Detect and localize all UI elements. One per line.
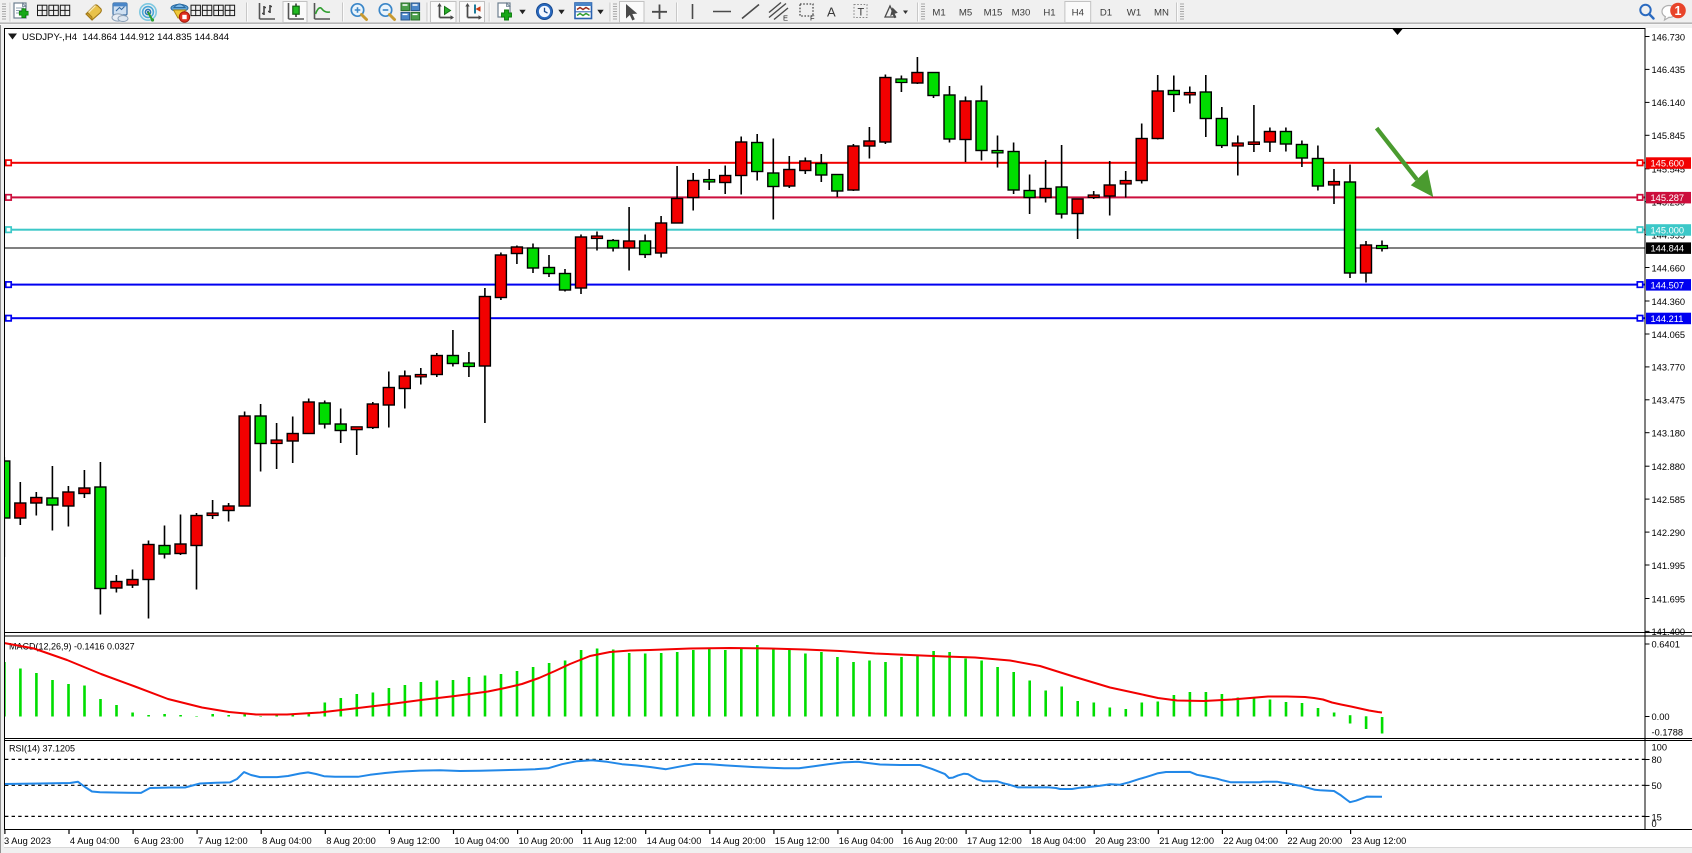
svg-text:4 Aug 04:00: 4 Aug 04:00 <box>70 836 120 846</box>
svg-text:146.435: 146.435 <box>1652 65 1686 75</box>
svg-text:144.507: 144.507 <box>1651 280 1685 290</box>
svg-text:0.6401: 0.6401 <box>1652 640 1680 650</box>
svg-text:142.290: 142.290 <box>1652 528 1686 538</box>
svg-text:9 Aug 12:00: 9 Aug 12:00 <box>390 836 440 846</box>
svg-text:144.660: 144.660 <box>1652 263 1686 273</box>
svg-text:M30: M30 <box>1012 8 1031 19</box>
svg-text:50: 50 <box>1652 781 1662 791</box>
svg-text:80: 80 <box>1652 755 1662 765</box>
svg-text:M5: M5 <box>959 8 972 19</box>
svg-text:W1: W1 <box>1127 8 1141 19</box>
svg-text:3 Aug 2023: 3 Aug 2023 <box>4 836 51 846</box>
svg-text:23 Aug 12:00: 23 Aug 12:00 <box>1352 836 1407 846</box>
svg-text:142.880: 142.880 <box>1652 462 1686 472</box>
svg-text:0: 0 <box>1652 819 1657 829</box>
svg-text:141.995: 141.995 <box>1652 561 1686 571</box>
svg-text:14 Aug 20:00: 14 Aug 20:00 <box>711 836 766 846</box>
svg-text:M15: M15 <box>984 8 1003 19</box>
svg-text:145.000: 145.000 <box>1651 226 1685 236</box>
svg-text:F: F <box>810 14 815 23</box>
svg-text:-0.1788: -0.1788 <box>1652 727 1684 737</box>
svg-text:11 Aug 12:00: 11 Aug 12:00 <box>583 836 637 846</box>
svg-text:145.287: 145.287 <box>1651 193 1685 203</box>
svg-text:0.00: 0.00 <box>1652 712 1670 722</box>
svg-text:143.770: 143.770 <box>1652 363 1686 373</box>
svg-text:USDJPY-,H4 144.864 144.912 14: USDJPY-,H4 144.864 144.912 144.835 144.8… <box>22 32 230 43</box>
svg-text:15: 15 <box>1652 812 1662 822</box>
svg-text:7 Aug 12:00: 7 Aug 12:00 <box>198 836 248 846</box>
svg-text:T: T <box>858 7 865 19</box>
svg-text:8 Aug 20:00: 8 Aug 20:00 <box>326 836 376 846</box>
svg-text:145.600: 145.600 <box>1651 159 1685 169</box>
svg-text:A: A <box>827 5 836 20</box>
svg-text:16 Aug 04:00: 16 Aug 04:00 <box>839 836 894 846</box>
svg-text:143.180: 143.180 <box>1652 429 1686 439</box>
svg-text:18 Aug 04:00: 18 Aug 04:00 <box>1031 836 1086 846</box>
svg-text:142.585: 142.585 <box>1652 495 1686 505</box>
svg-text:145.545: 145.545 <box>1652 165 1686 175</box>
svg-text:146.730: 146.730 <box>1652 32 1686 42</box>
svg-text:141.695: 141.695 <box>1652 594 1686 604</box>
svg-text:21 Aug 12:00: 21 Aug 12:00 <box>1159 836 1214 846</box>
svg-text:144.065: 144.065 <box>1652 330 1686 340</box>
svg-text:1: 1 <box>1675 4 1682 18</box>
svg-text:D1: D1 <box>1100 8 1112 19</box>
svg-text:MACD(12,26,9) -0.1416 0.0327: MACD(12,26,9) -0.1416 0.0327 <box>9 642 135 652</box>
svg-text:22 Aug 04:00: 22 Aug 04:00 <box>1223 836 1278 846</box>
svg-text:144.844: 144.844 <box>1651 244 1685 254</box>
svg-text:10 Aug 20:00: 10 Aug 20:00 <box>519 836 574 846</box>
svg-text:8 Aug 04:00: 8 Aug 04:00 <box>262 836 312 846</box>
svg-text:146.140: 146.140 <box>1652 98 1686 108</box>
svg-text:22 Aug 20:00: 22 Aug 20:00 <box>1287 836 1342 846</box>
svg-text:15 Aug 12:00: 15 Aug 12:00 <box>775 836 830 846</box>
svg-text:10 Aug 04:00: 10 Aug 04:00 <box>454 836 509 846</box>
svg-text:144.211: 144.211 <box>1651 314 1684 324</box>
svg-text:H1: H1 <box>1043 8 1055 19</box>
svg-text:14 Aug 04:00: 14 Aug 04:00 <box>647 836 702 846</box>
svg-text:MN: MN <box>1154 8 1169 19</box>
svg-text:H4: H4 <box>1072 8 1085 19</box>
svg-text:144.360: 144.360 <box>1652 297 1686 307</box>
svg-text:143.475: 143.475 <box>1652 396 1686 406</box>
svg-text:RSI(14) 37.1205: RSI(14) 37.1205 <box>9 744 75 754</box>
svg-text:100: 100 <box>1652 743 1668 753</box>
svg-text:E: E <box>783 14 788 23</box>
svg-text:17 Aug 12:00: 17 Aug 12:00 <box>967 836 1022 846</box>
svg-text:16 Aug 20:00: 16 Aug 20:00 <box>903 836 958 846</box>
svg-text:20 Aug 23:00: 20 Aug 23:00 <box>1095 836 1150 846</box>
svg-text:M1: M1 <box>932 8 945 19</box>
svg-text:6 Aug 23:00: 6 Aug 23:00 <box>134 836 184 846</box>
svg-text:145.845: 145.845 <box>1652 131 1686 141</box>
